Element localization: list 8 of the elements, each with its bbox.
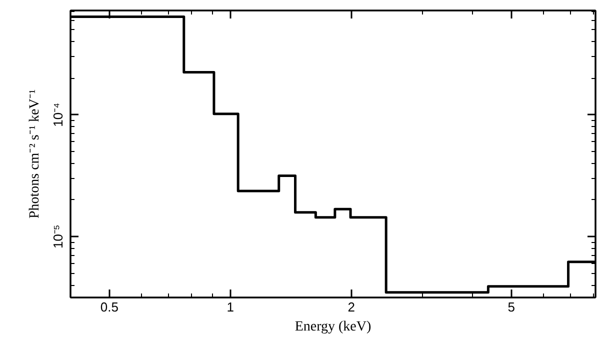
- x-tick-label: 1: [226, 300, 234, 314]
- y-tick-label: 10⁻⁴: [50, 102, 66, 127]
- x-axis-title: Energy (keV): [294, 320, 372, 334]
- x-tick-label: 2: [348, 300, 356, 314]
- x-tick-label: 0.5: [100, 300, 118, 314]
- y-axis-title: Photons cm⁻² s⁻¹ keV⁻¹: [28, 89, 42, 219]
- y-tick-label: 10⁻⁵: [50, 224, 66, 249]
- x-tick-label: 5: [508, 300, 515, 314]
